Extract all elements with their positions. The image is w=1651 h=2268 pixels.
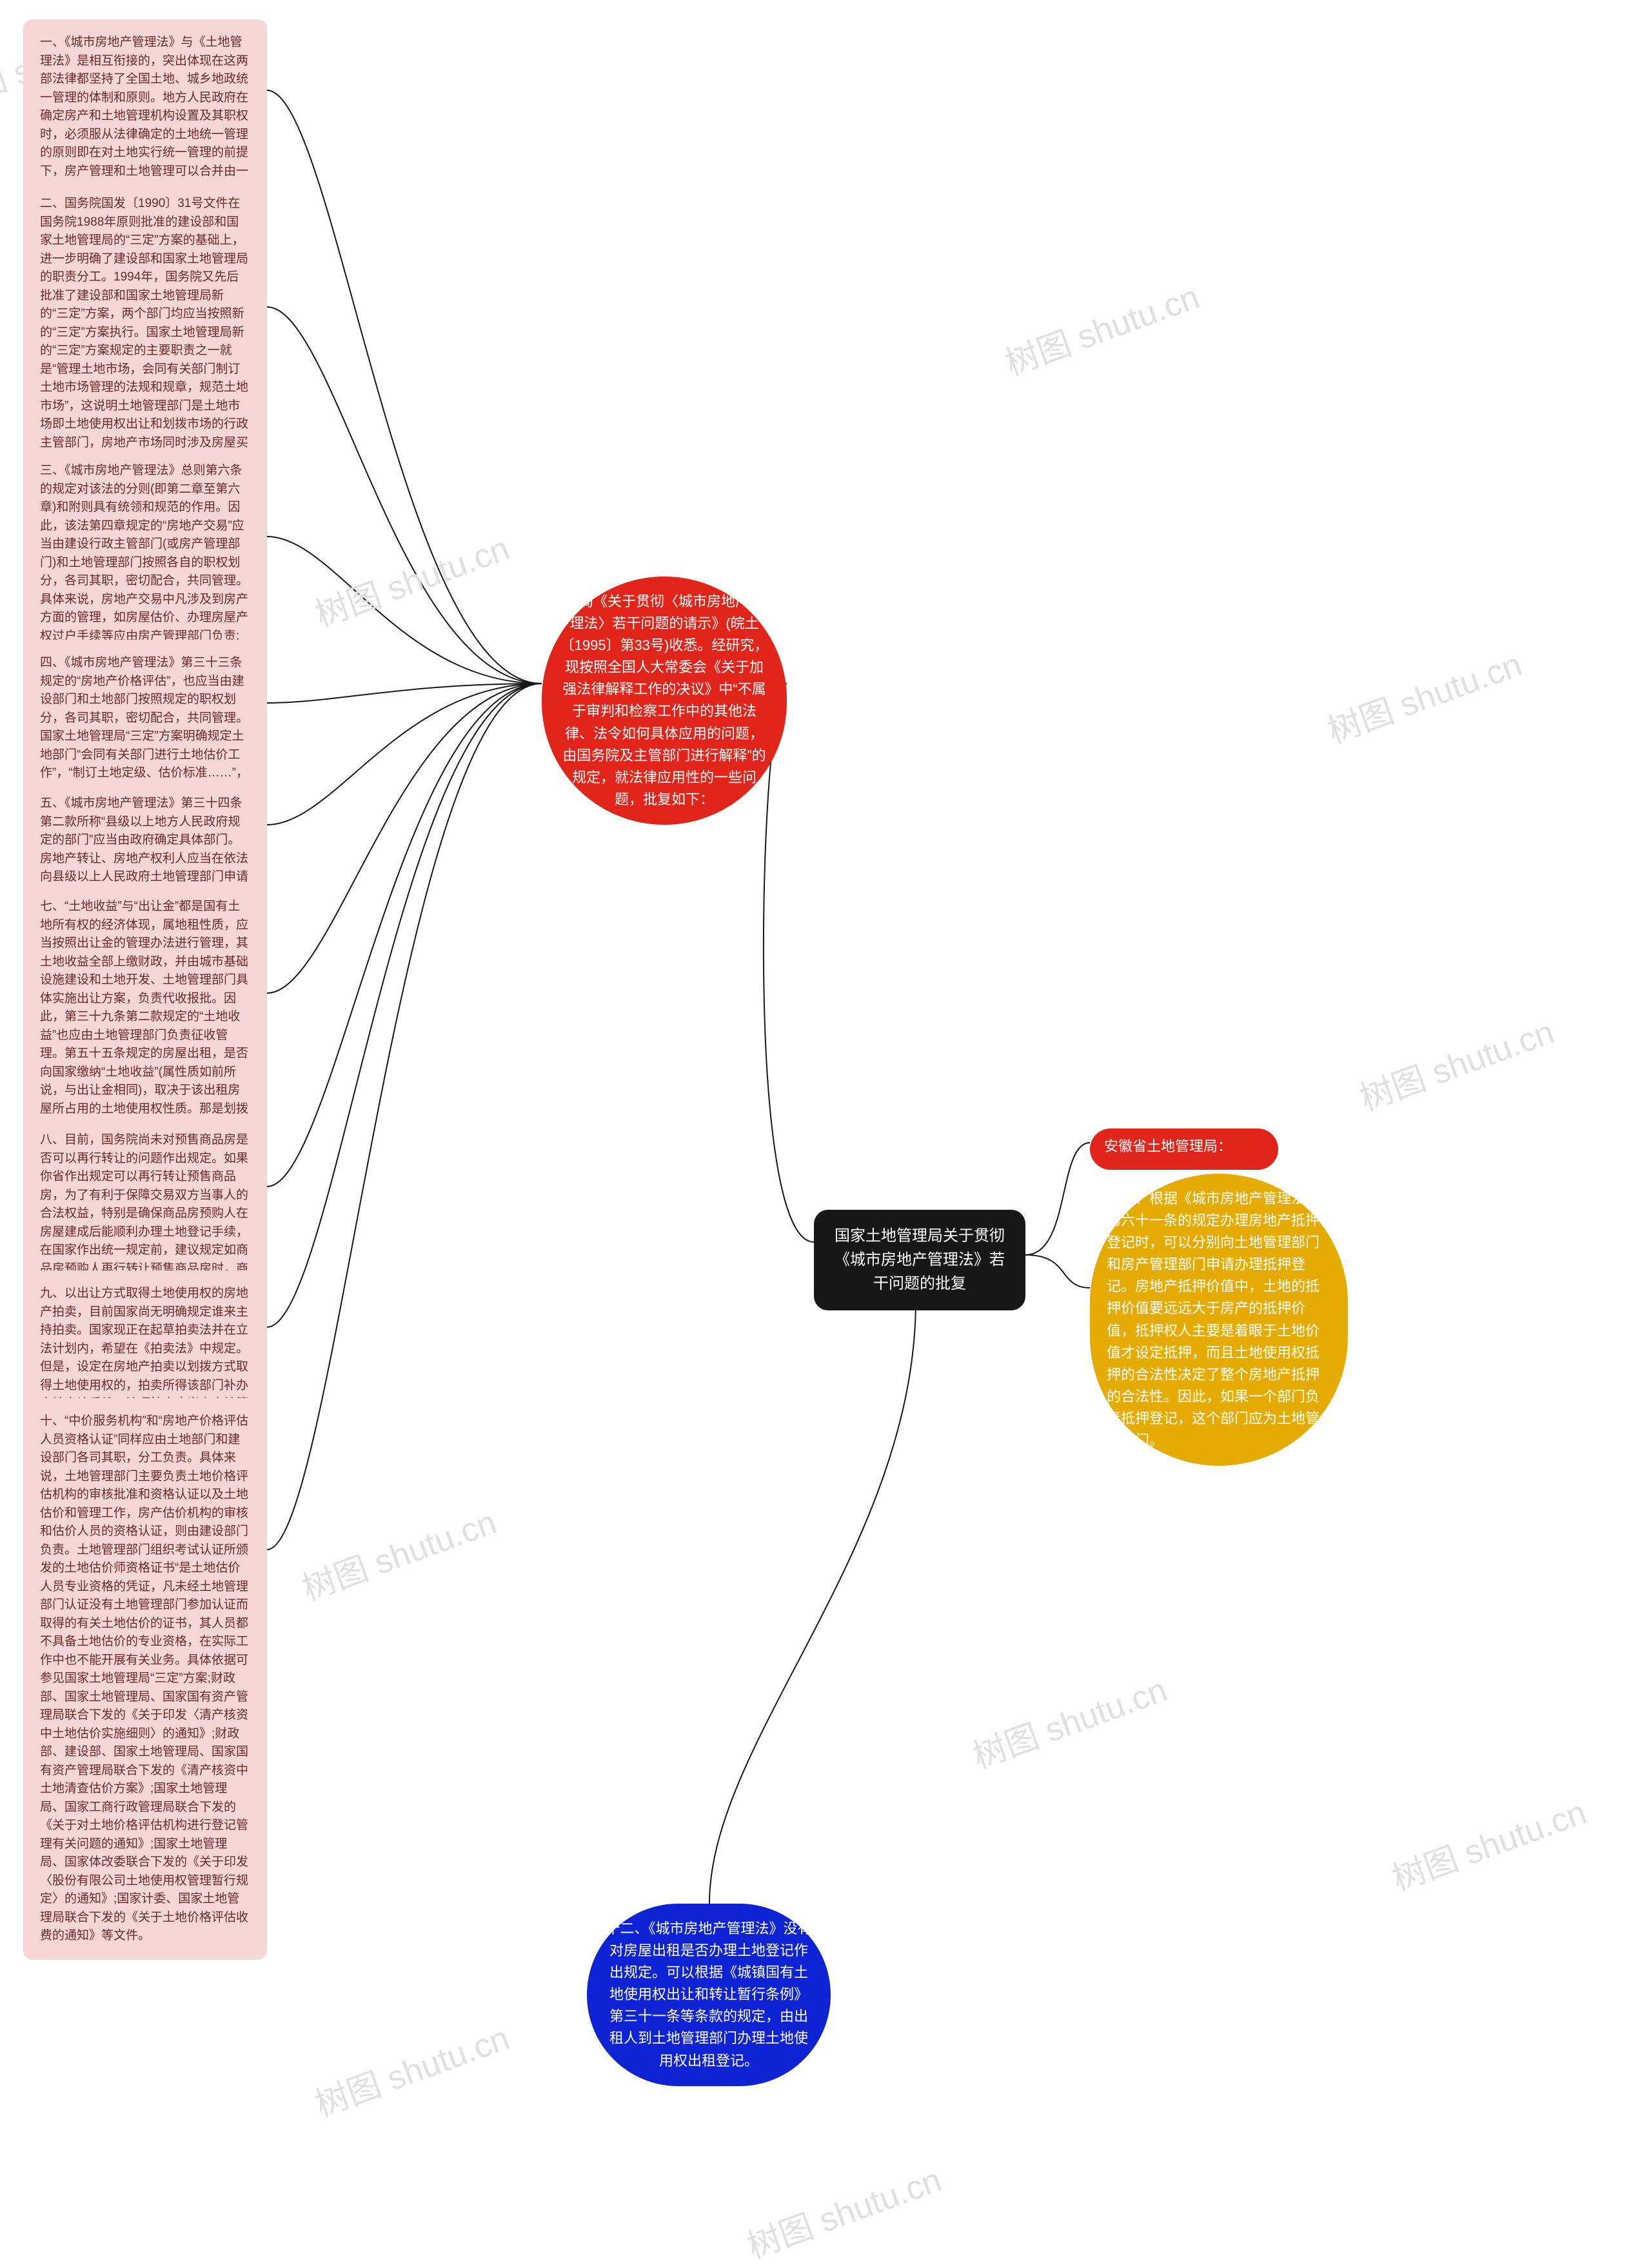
watermark: 树图 shutu.cn [998,270,1205,384]
province-badge: 安徽省土地管理局： [1090,1129,1278,1170]
watermark: 树图 shutu.cn [1352,1005,1560,1119]
watermark: 树图 shutu.cn [295,1495,502,1610]
root-node[interactable]: 国家土地管理局关于贯彻《城市房地产管理法》若干问题的批复 [814,1210,1025,1310]
intro-node[interactable]: 你局《关于贯彻〈城市房地产管理法〉若干问题的请示》(皖土〔1995〕第33号)收… [542,577,787,825]
note-12-node[interactable]: 十二、《城市房地产管理法》没有对房屋出租是否办理土地登记作出规定。可以根据《城镇… [587,1904,831,2086]
watermark: 树图 shutu.cn [740,2153,947,2267]
detail-node-9[interactable]: 十、“中价服务机构”和“房地产价格评估人员资格认证”同样应由土地部门和建设部门各… [23,1398,267,1960]
watermark: 树图 shutu.cn [1320,637,1528,752]
watermark: 树图 shutu.cn [1385,1785,1592,1900]
note-11-node[interactable]: 十一、根据《城市房地产管理法》第六十一条的规定办理房地产抵押登记时，可以分别向土… [1090,1174,1348,1466]
watermark: 树图 shutu.cn [308,2011,515,2125]
watermark: 树图 shutu.cn [965,1662,1173,1777]
watermark: 树图 shutu.cn [308,521,515,636]
